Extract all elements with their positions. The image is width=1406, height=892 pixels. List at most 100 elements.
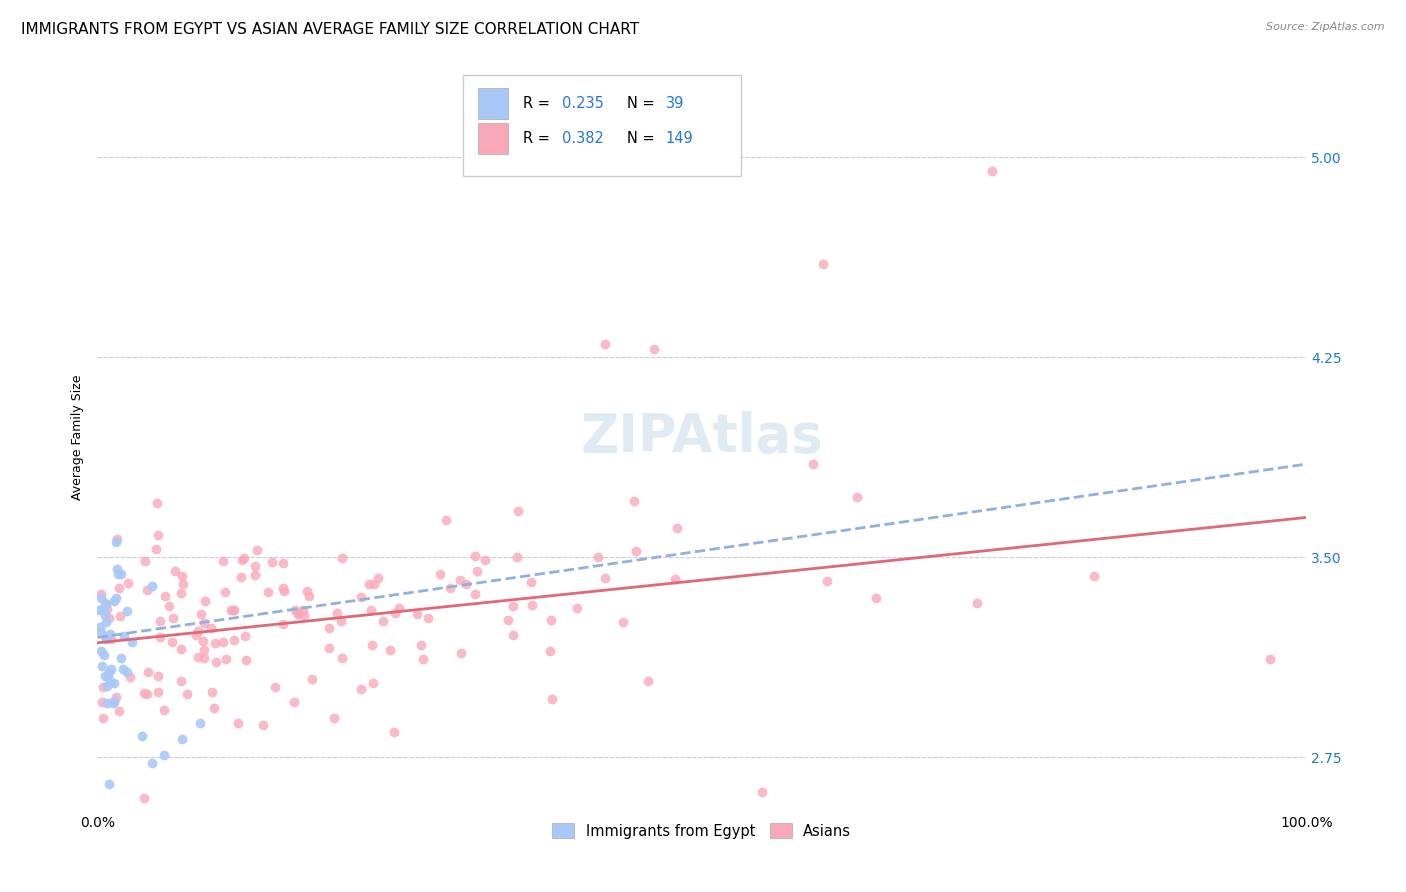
Point [89,620,111,634]
Point [252,718,274,732]
Point [94,597,117,611]
Point [212,554,235,568]
Point [202,701,225,715]
Point [294,608,316,623]
Point [323,711,346,725]
Point [380,643,402,657]
Point [103,694,125,708]
Point [222,603,245,617]
Point [211,635,233,649]
Point [110,566,132,581]
Point [865,591,887,606]
Point [91,602,114,616]
Point [94,669,117,683]
Point [623,494,645,508]
Point [624,544,647,558]
Point [405,607,427,621]
Point [184,628,207,642]
Point [845,490,868,504]
Point [966,596,988,610]
Point [612,615,634,630]
Point [264,680,287,694]
Point [93,648,115,662]
Point [224,632,246,647]
Point [467,564,489,578]
Point [231,570,253,584]
Point [94,615,117,629]
Point [97,665,120,679]
Point [287,607,309,621]
Point [131,729,153,743]
Point [136,665,159,679]
Point [409,639,432,653]
Point [508,504,530,518]
Point [90,591,112,605]
Point [135,687,157,701]
Point [295,583,318,598]
Point [350,682,373,697]
Point [205,655,228,669]
Point [449,573,471,587]
Point [94,596,117,610]
Point [170,586,193,600]
FancyBboxPatch shape [463,75,741,176]
Point [284,603,307,617]
Point [373,614,395,628]
Point [110,608,132,623]
Point [146,684,169,698]
Point [91,680,114,694]
Point [565,601,588,615]
Point [146,528,169,542]
Point [222,603,245,617]
Point [474,553,496,567]
Point [363,675,385,690]
Point [103,675,125,690]
Point [412,652,434,666]
Point [637,673,659,688]
Point [330,550,353,565]
Point [201,684,224,698]
Point [434,513,457,527]
Point [363,576,385,591]
Point [193,642,215,657]
Point [538,643,561,657]
Point [273,584,295,599]
Point [301,673,323,687]
Point [153,747,176,762]
Point [260,555,283,569]
Point [454,577,477,591]
Point [815,574,838,589]
Point [97,611,120,625]
Point [219,602,242,616]
Point [439,581,461,595]
Text: ZIPAtlas: ZIPAtlas [581,411,823,464]
Point [115,665,138,680]
Point [214,585,236,599]
FancyBboxPatch shape [478,88,509,120]
Point [90,624,112,639]
Text: 39: 39 [665,96,683,112]
Point [172,577,194,591]
Point [105,535,128,549]
Point [107,704,129,718]
Point [429,566,451,581]
Point [496,613,519,627]
Point [141,579,163,593]
Text: R =: R = [523,131,554,146]
Point [193,615,215,630]
Point [97,670,120,684]
Point [90,658,112,673]
Point [188,715,211,730]
Point [172,569,194,583]
Point [90,644,112,658]
Point [97,777,120,791]
Point [93,601,115,615]
Point [593,337,616,351]
Point [96,631,118,645]
Point [105,591,128,605]
Point [245,568,267,582]
Point [359,577,381,591]
Point [593,571,616,585]
Point [332,650,354,665]
Point [105,562,128,576]
